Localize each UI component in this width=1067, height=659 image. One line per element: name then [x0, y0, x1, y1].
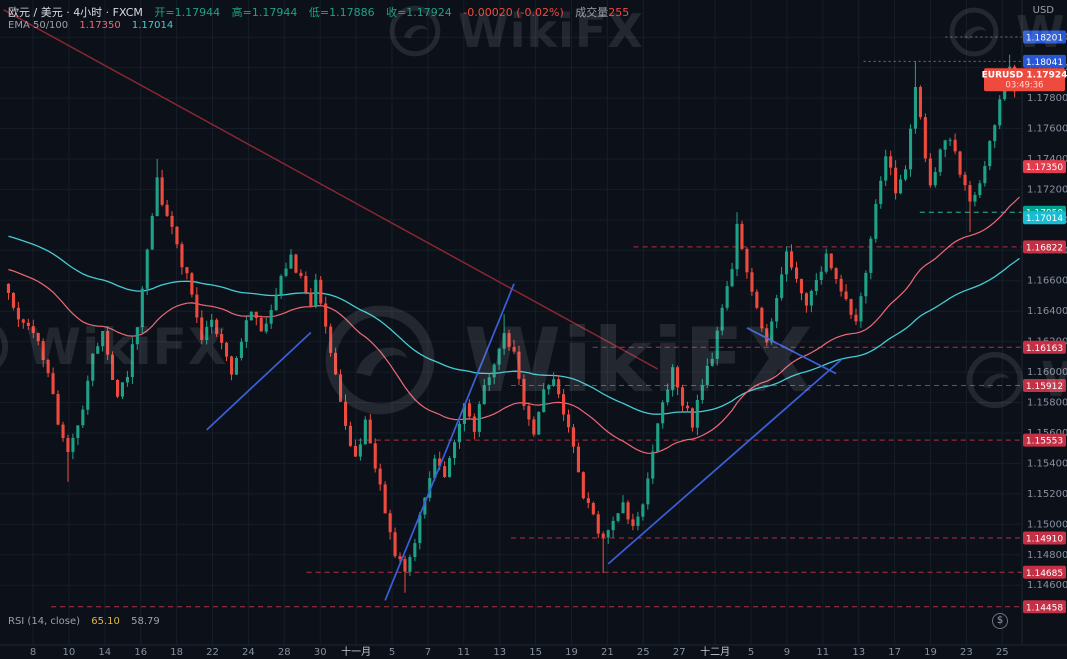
svg-text:1.14685: 1.14685 [1026, 569, 1063, 579]
price-level-badge[interactable]: 1.15553 [1023, 433, 1066, 447]
svg-text:21: 21 [601, 647, 614, 658]
volume-value: 255 [608, 6, 630, 19]
price-level-badge[interactable]: 1.14910 [1023, 531, 1066, 545]
svg-text:1.17350: 1.17350 [1026, 163, 1063, 173]
svg-text:14: 14 [98, 647, 111, 658]
price-axis[interactable]: 1.14600 1.14800 1.15000 1.15200 1.15400 1.156… [982, 0, 1067, 659]
price-level-badge[interactable]: 1.16163 [1023, 340, 1066, 354]
svg-text:1.14600: 1.14600 [1027, 580, 1067, 591]
svg-text:9: 9 [784, 647, 790, 658]
svg-text:17: 17 [888, 647, 901, 658]
open-value: 开=1.17944 [154, 6, 221, 19]
ema-indicator-name[interactable]: EMA 50/100 [8, 20, 69, 31]
ema100-value: 1.17014 [131, 20, 174, 31]
svg-text:十一月: 十一月 [341, 645, 371, 658]
svg-text:5: 5 [389, 647, 395, 658]
svg-text:7: 7 [425, 647, 431, 658]
candlestick-series[interactable] [6, 54, 1022, 593]
svg-text:16: 16 [134, 647, 147, 658]
svg-text:11: 11 [816, 647, 829, 658]
svg-text:EURUSD 1.17924: EURUSD 1.17924 [982, 71, 1067, 81]
ema50-line[interactable] [8, 196, 1020, 454]
svg-text:1.14458: 1.14458 [1026, 603, 1063, 613]
rsi-value: 65.10 [91, 616, 120, 627]
svg-text:1.17014: 1.17014 [1026, 214, 1063, 224]
svg-text:11: 11 [457, 647, 470, 658]
svg-text:1.17200: 1.17200 [1027, 184, 1067, 195]
symbol-title[interactable]: 欧元 / 美元 · 4小时 · FXCM [8, 6, 143, 19]
svg-text:1.15600: 1.15600 [1027, 428, 1067, 439]
ema50-value: 1.17350 [79, 20, 121, 31]
price-level-badge[interactable]: 1.14685 [1023, 565, 1066, 579]
svg-text:8: 8 [30, 647, 36, 658]
svg-text:1.15553: 1.15553 [1026, 437, 1063, 447]
close-value: 收=1.17924 [386, 6, 452, 19]
svg-text:25: 25 [996, 647, 1009, 658]
svg-text:1.15400: 1.15400 [1027, 458, 1067, 469]
ema-legend[interactable]: EMA 50/100 1.17350 1.17014 [8, 20, 181, 31]
svg-text:1.15800: 1.15800 [1027, 398, 1067, 409]
change-value: -0.00020 (-0.02%) [463, 6, 564, 19]
currency-toggle-icon[interactable]: $ [992, 613, 1008, 629]
svg-text:18: 18 [170, 647, 183, 658]
svg-text:1.15200: 1.15200 [1027, 489, 1067, 500]
price-level-badge[interactable]: 1.17350 [1023, 160, 1066, 174]
svg-text:1.16000: 1.16000 [1027, 367, 1067, 378]
svg-text:1.15912: 1.15912 [1026, 382, 1063, 392]
svg-text:19: 19 [924, 647, 937, 658]
svg-text:24: 24 [242, 647, 255, 658]
price-level-badge[interactable]: 1.18041 [1023, 54, 1066, 68]
svg-text:1.14910: 1.14910 [1026, 535, 1063, 545]
svg-text:1.15000: 1.15000 [1027, 519, 1067, 530]
low-value: 低=1.17886 [308, 6, 375, 19]
svg-text:30: 30 [314, 647, 327, 658]
rsi-indicator-name[interactable]: RSI (14, close) [8, 616, 81, 627]
price-level-badge[interactable]: 1.18201 [1023, 30, 1066, 44]
price-level-badge[interactable]: 1.16822 [1023, 240, 1066, 254]
price-level-badge[interactable]: 1.17014 [1023, 211, 1066, 225]
svg-text:19: 19 [565, 647, 578, 658]
svg-text:27: 27 [673, 647, 686, 658]
svg-text:28: 28 [278, 647, 291, 658]
svg-text:5: 5 [748, 647, 754, 658]
price-level-badge[interactable]: 1.14458 [1023, 600, 1066, 614]
svg-text:十二月: 十二月 [700, 645, 730, 658]
axis-currency-label[interactable]: USD [1032, 5, 1054, 16]
time-axis[interactable]: 8 10 14 16 18 22 24 28 30 十一月 5 7 11 13 15 19 21 25 27 十二月 5… [0, 644, 1067, 659]
svg-text:13: 13 [852, 647, 865, 658]
svg-text:1.16163: 1.16163 [1026, 344, 1063, 354]
svg-text:1.16600: 1.16600 [1027, 276, 1067, 287]
svg-text:1.18201: 1.18201 [1026, 34, 1063, 44]
grid-lines [0, 0, 1022, 645]
symbol-legend[interactable]: 欧元 / 美元 · 4小时 · FXCM 开=1.17944 高=1.17944… [8, 4, 637, 20]
svg-text:23: 23 [960, 647, 973, 658]
svg-text:1.17800: 1.17800 [1027, 93, 1067, 104]
svg-text:10: 10 [63, 647, 76, 658]
svg-text:1.14800: 1.14800 [1027, 550, 1067, 561]
ema100-line[interactable] [8, 235, 1020, 415]
svg-text:03:49:36: 03:49:36 [1005, 81, 1043, 91]
trendlines[interactable] [3, 9, 842, 601]
rsi-ma-value: 58.79 [131, 616, 160, 627]
svg-text:25: 25 [637, 647, 650, 658]
high-value: 高=1.17944 [231, 6, 298, 19]
svg-text:1.17600: 1.17600 [1027, 124, 1067, 135]
svg-text:1.18041: 1.18041 [1026, 58, 1063, 68]
volume-label: 成交量 [575, 6, 609, 19]
svg-text:1.16822: 1.16822 [1026, 243, 1063, 253]
rsi-legend[interactable]: RSI (14, close) 65.10 58.79 [8, 616, 168, 627]
svg-text:15: 15 [529, 647, 542, 658]
svg-text:13: 13 [493, 647, 506, 658]
svg-text:1.17400: 1.17400 [1027, 154, 1067, 165]
svg-text:1.18000: 1.18000 [1027, 63, 1067, 74]
svg-text:22: 22 [206, 647, 219, 658]
svg-text:1.16400: 1.16400 [1027, 306, 1067, 317]
price-level-badge[interactable]: 1.15912 [1023, 379, 1066, 392]
